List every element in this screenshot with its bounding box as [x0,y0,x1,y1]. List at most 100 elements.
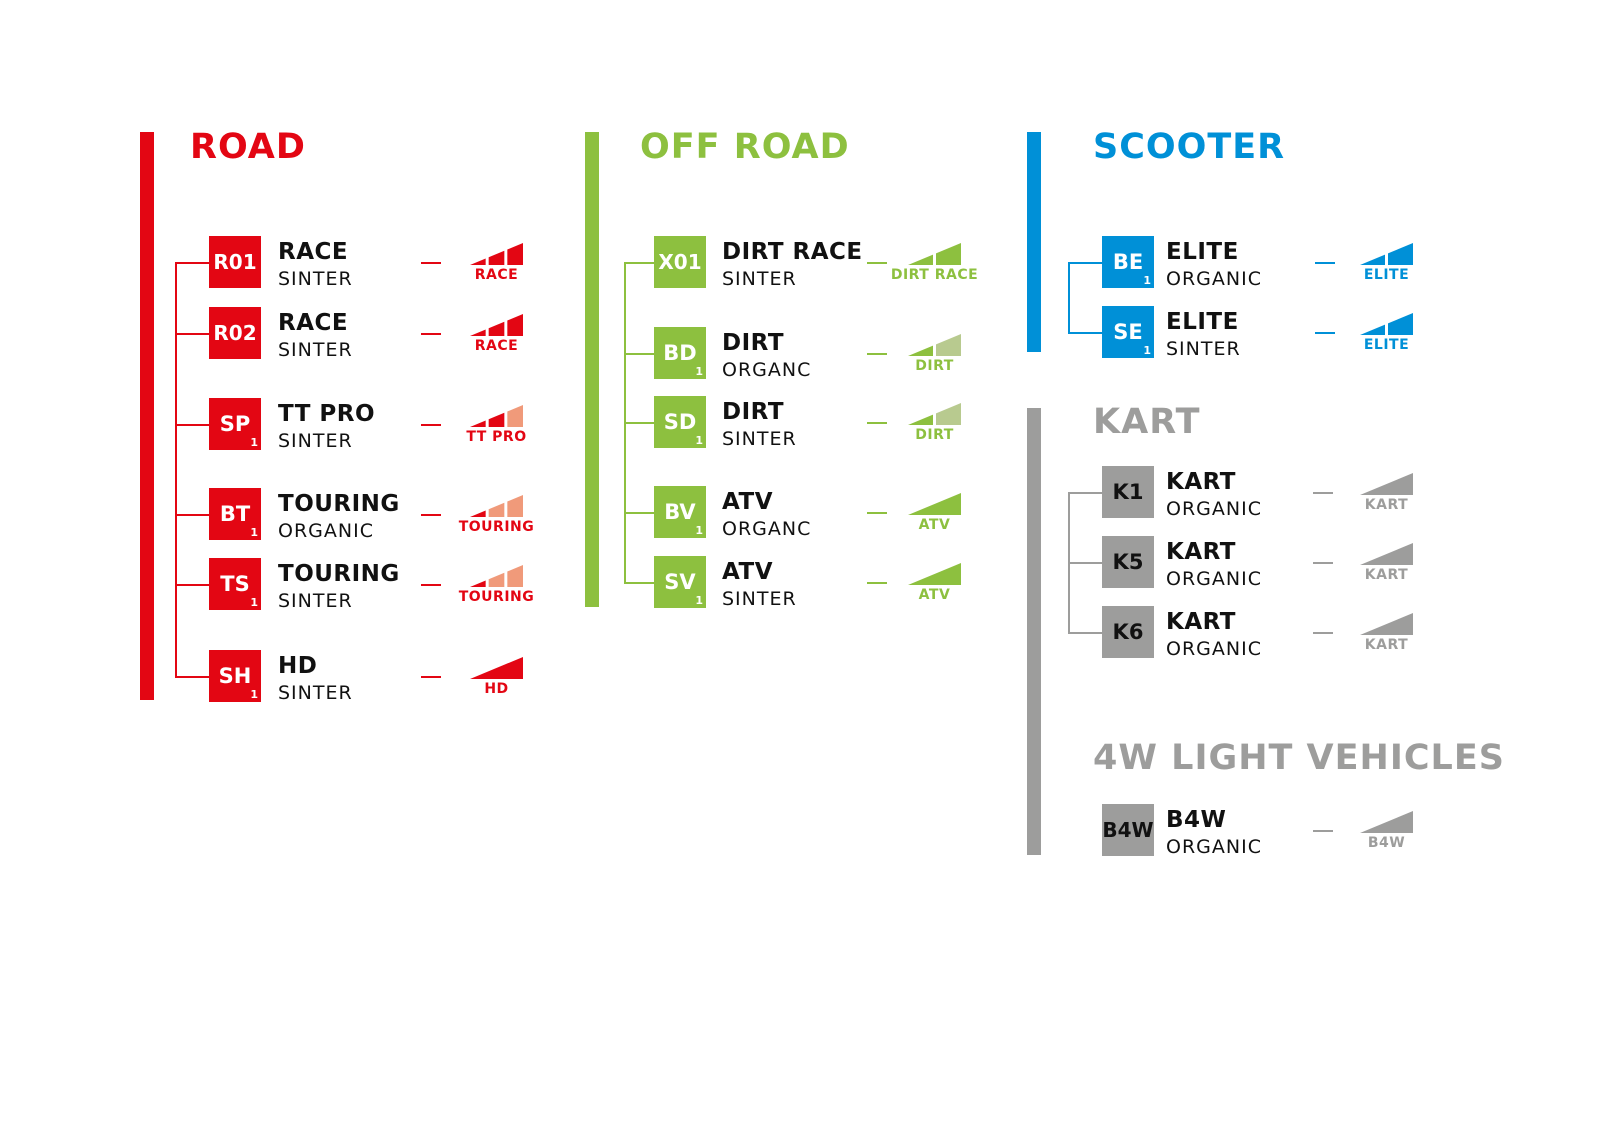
product-name: B4W [1166,807,1227,833]
product-name: DIRT [722,330,785,356]
product-code-subscript: 1 [1143,344,1151,357]
product-code-subscript: 1 [695,594,703,607]
rating-segment [936,243,961,265]
connector-dash [867,512,887,514]
product-code: TS [220,572,250,596]
rating-segment [908,254,933,265]
section-bar [140,132,154,700]
product-name: KART [1166,609,1236,635]
rating-segment [488,412,505,427]
section-title: OFF ROAD [640,127,850,167]
product-code: R02 [213,321,257,345]
product-material: SINTER [1166,338,1241,360]
product-name: KART [1166,469,1236,495]
product-code-badge: SV 1 [654,556,706,608]
rating-segment [1360,811,1413,833]
connector-dash [867,262,887,264]
product-code-badge: K5 [1102,536,1154,588]
rating-label: DIRT [915,427,954,443]
rating-segment [507,495,523,517]
rating-segment [470,420,486,427]
product-name: TOURING [278,561,400,587]
product-material: SINTER [278,430,353,452]
product-name: HD [278,653,318,679]
product-code-badge: SP 1 [209,398,261,450]
tree-branch [1068,492,1102,494]
rating-label: TOURING [458,519,535,535]
product-material: ORGANC [722,518,812,540]
connector-dash [1313,830,1333,832]
product-code-subscript: 1 [695,524,703,537]
rating-label: HD [484,681,509,697]
section-title: SCOOTER [1093,127,1286,167]
rating-segment [470,329,486,336]
rating-label: RACE [474,338,519,354]
performance-rating-icon [908,334,961,356]
tree-branch [1068,632,1102,634]
connector-dash [1313,632,1333,634]
tree-line [1068,262,1070,332]
rating-segment [470,580,486,587]
performance-rating-icon [470,314,523,336]
connector-dash [1313,562,1333,564]
product-material: ORGANC [722,359,812,381]
rating-segment [908,563,961,585]
product-material: SINTER [722,588,797,610]
connector-dash [421,514,441,516]
product-code: B4W [1102,818,1154,842]
product-code-badge: K1 [1102,466,1154,518]
rating-label: B4W [1367,835,1406,851]
tree-branch [624,512,654,514]
rating-segment [908,414,933,425]
connector-dash [421,424,441,426]
connector-dash [867,582,887,584]
rating-label: KART [1364,637,1409,653]
tree-branch [175,424,209,426]
product-code-subscript: 1 [695,434,703,447]
tree-branch [624,353,654,355]
rating-segment [507,314,523,336]
product-code: SE [1113,320,1143,344]
rating-segment [1360,254,1385,265]
product-code: BT [219,502,251,526]
product-code: SP [219,412,251,436]
performance-rating-icon [908,243,961,265]
tree-line [175,262,177,676]
product-material: ORGANIC [1166,498,1262,520]
rating-label: ELITE [1363,267,1410,283]
performance-rating-icon [1360,613,1413,635]
rating-label: DIRT RACE [890,267,979,283]
product-code-badge: SE 1 [1102,306,1154,358]
tree-branch [1068,562,1102,564]
tree-branch [175,262,209,264]
product-code-badge: B4W [1102,804,1154,856]
product-name: RACE [278,310,349,336]
rating-segment [936,334,961,356]
tree-branch [1068,262,1102,264]
product-name: TT PRO [278,401,376,427]
rating-segment [1360,473,1413,495]
product-name: TOURING [278,491,400,517]
product-name: DIRT [722,399,785,425]
performance-rating-icon [470,565,523,587]
product-code: K6 [1112,620,1144,644]
rating-segment [1388,313,1413,335]
rating-segment [488,250,505,265]
rating-segment [488,321,505,336]
product-code: BV [664,500,696,524]
product-material: ORGANIC [1166,568,1262,590]
product-code-subscript: 1 [250,436,258,449]
rating-segment [488,572,505,587]
product-code-badge: SD 1 [654,396,706,448]
product-code: R01 [213,250,257,274]
rating-segment [507,243,523,265]
performance-rating-icon [470,243,523,265]
product-code: SV [664,570,696,594]
rating-segment [470,258,486,265]
product-material: SINTER [278,339,353,361]
rating-segment [908,345,933,356]
tree-branch [175,514,209,516]
rating-segment [936,403,961,425]
performance-rating-icon [1360,543,1413,565]
performance-rating-icon [908,403,961,425]
